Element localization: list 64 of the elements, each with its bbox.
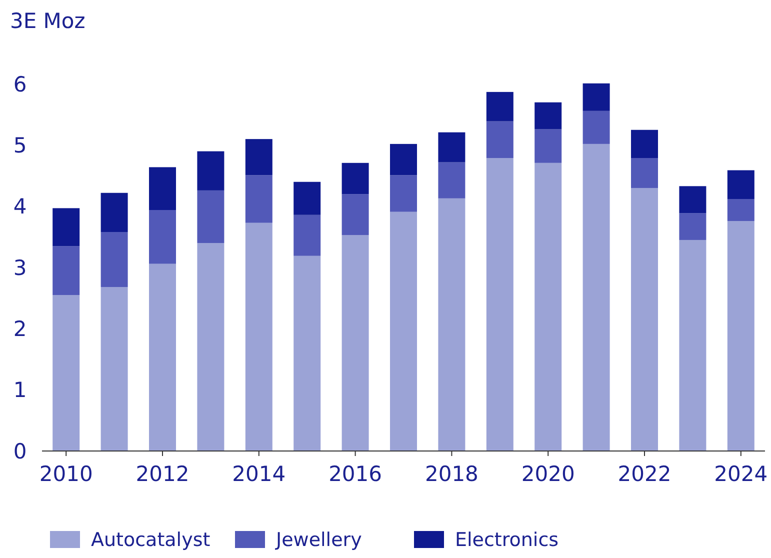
bar (245, 175, 272, 223)
bar (390, 212, 417, 451)
x-tick-label: 2016 (328, 462, 382, 486)
y-tick-label: 4 (13, 194, 27, 219)
bar (294, 214, 321, 256)
bar (197, 190, 224, 244)
bar (100, 232, 128, 288)
bar (149, 167, 176, 210)
legend-label: Electronics (455, 529, 559, 551)
bar (342, 194, 369, 236)
y-tick-label: 5 (13, 134, 27, 158)
bar (100, 192, 128, 232)
bar (679, 213, 706, 240)
bar (52, 208, 80, 246)
bar (727, 170, 754, 199)
bar (486, 92, 514, 122)
y-tick-label: 3 (13, 256, 27, 280)
x-tick-label: 2012 (136, 462, 190, 486)
y-tick-label: 1 (13, 378, 27, 402)
bar (438, 132, 466, 162)
y-tick-label: 0 (13, 439, 27, 464)
bar (52, 246, 80, 296)
bar (197, 151, 224, 190)
bar (245, 139, 272, 176)
bar (390, 175, 417, 212)
bar (534, 162, 562, 451)
bar (100, 287, 128, 451)
bar (149, 210, 176, 264)
x-tick-label: 2018 (424, 462, 478, 486)
x-tick-label: 2022 (618, 462, 672, 486)
bar (342, 162, 369, 194)
bar (582, 144, 610, 451)
bar (342, 235, 369, 451)
bar (727, 221, 754, 451)
bar (197, 243, 224, 451)
bar (534, 129, 562, 163)
bar (294, 182, 321, 215)
bar (245, 222, 272, 451)
legend-label: Autocatalyst (91, 529, 210, 551)
y-tick-label: 6 (13, 72, 27, 96)
bar (631, 130, 658, 158)
bar (582, 83, 610, 111)
bar (390, 144, 417, 176)
x-tick-label: 2024 (714, 462, 768, 486)
bar (727, 198, 754, 222)
y-axis-title: 3E Moz (10, 9, 86, 33)
bar (486, 121, 514, 158)
bar (631, 188, 658, 451)
bar (149, 264, 176, 451)
bar (438, 198, 466, 451)
x-tick-label: 2020 (521, 462, 575, 486)
legend-label: Jewellery (275, 529, 362, 551)
bar (52, 295, 80, 451)
x-tick-label: 2014 (232, 462, 286, 486)
bar (679, 186, 706, 214)
bar (582, 110, 610, 144)
bar (486, 158, 514, 451)
y-tick-label: 2 (13, 317, 27, 342)
bar (294, 256, 321, 451)
bar (438, 162, 466, 198)
bar (679, 240, 706, 451)
x-tick-label: 2010 (39, 462, 93, 486)
bar (534, 102, 562, 130)
bar (631, 158, 658, 188)
